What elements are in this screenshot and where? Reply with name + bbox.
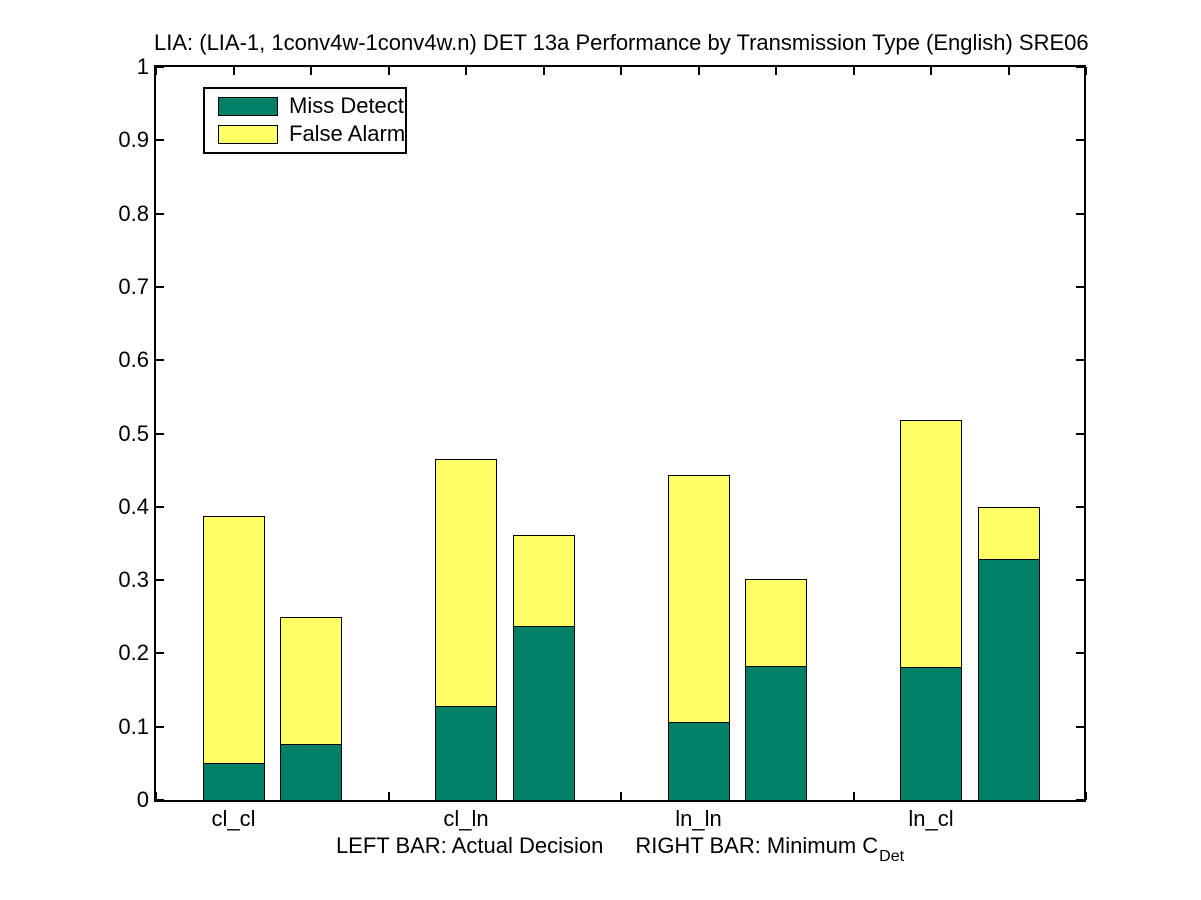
bar-ln_ln-actual-false-alarm-segment — [667, 474, 730, 722]
bar-cl_ln-actual-false-alarm-segment — [435, 459, 497, 707]
y-tick — [156, 66, 164, 68]
y-tick — [156, 725, 164, 728]
bar-cl_cl-minimum-false-alarm-segment — [280, 616, 342, 744]
x-tick — [387, 67, 390, 75]
x-tick — [620, 792, 622, 800]
x-tick — [1007, 67, 1010, 75]
x-tick — [930, 67, 932, 75]
y-tick — [1076, 799, 1084, 801]
x-tick — [465, 67, 467, 75]
y-tick — [1076, 212, 1084, 215]
y-tick-label: 0.4 — [118, 493, 149, 519]
bar-cl_cl-minimum-miss-detect-segment — [280, 743, 342, 802]
x-tick — [387, 792, 390, 800]
legend: Miss Detect False Alarm — [203, 87, 407, 154]
y-tick — [156, 212, 164, 215]
y-tick — [1076, 66, 1084, 68]
bar-cl_ln-actual-miss-detect-segment — [435, 706, 497, 802]
x-axis-label-right: RIGHT BAR: Minimum CDet — [635, 833, 905, 865]
axis-left-line — [154, 65, 156, 802]
legend-item: Miss Detect — [218, 94, 404, 119]
chart-title: LIA: (LIA-1, 1conv4w-1conv4w.n) DET 13a … — [154, 30, 1089, 55]
x-tick — [155, 67, 157, 75]
y-tick-label: 0.5 — [118, 420, 149, 446]
x-axis-label: LEFT BAR: Actual Decision RIGHT BAR: Min… — [154, 833, 1086, 865]
y-tick-label: 0.8 — [118, 200, 149, 226]
bar-cl_ln-minimum-miss-detect-segment — [512, 626, 575, 802]
bar-ln_ln-minimum-false-alarm-segment — [745, 579, 807, 666]
y-tick-label: 0 — [136, 787, 149, 812]
x-tick — [852, 792, 855, 800]
bar-ln_ln-minimum-miss-detect-segment — [745, 665, 807, 802]
x-tick-label: ln_ln — [675, 806, 722, 831]
y-tick-label: 0.2 — [118, 640, 149, 666]
y-tick — [156, 359, 164, 362]
y-tick — [156, 139, 164, 142]
y-tick — [156, 652, 164, 655]
x-tick — [697, 67, 700, 75]
y-tick-label: 0.6 — [118, 347, 149, 373]
y-tick — [1076, 285, 1084, 288]
axis-top-line — [154, 65, 1086, 67]
y-tick — [1076, 505, 1084, 508]
y-tick — [1076, 579, 1084, 582]
y-tick — [156, 432, 164, 435]
x-tick — [542, 67, 545, 75]
x-tick — [155, 792, 157, 800]
y-tick — [156, 799, 164, 801]
x-axis-label-left: LEFT BAR: Actual Decision — [335, 833, 604, 858]
y-tick-label: 0.7 — [118, 273, 149, 299]
bar-ln_cl-minimum-false-alarm-segment — [977, 506, 1040, 559]
y-tick — [156, 505, 164, 508]
legend-swatch-miss-detect — [218, 97, 278, 116]
bar-cl_ln-minimum-false-alarm-segment — [512, 535, 575, 627]
bar-ln_ln-actual-miss-detect-segment — [667, 721, 730, 802]
y-tick — [156, 579, 164, 582]
x-tick — [852, 67, 855, 75]
legend-item: False Alarm — [218, 122, 405, 147]
axis-right-line — [1084, 65, 1086, 802]
bar-ln_cl-actual-miss-detect-segment — [900, 666, 962, 802]
legend-label: Miss Detect — [289, 93, 404, 118]
x-tick — [232, 67, 235, 75]
bar-cl_cl-actual-false-alarm-segment — [202, 515, 265, 763]
y-tick-label: 0.9 — [118, 127, 149, 153]
y-tick-label: 0.3 — [118, 567, 149, 593]
x-tick — [310, 67, 312, 75]
bar-ln_cl-minimum-miss-detect-segment — [977, 558, 1040, 802]
x-tick-label: ln_cl — [908, 806, 954, 831]
y-tick — [1076, 139, 1084, 142]
x-tick — [1085, 792, 1087, 800]
y-tick — [1076, 652, 1084, 655]
x-tick — [775, 67, 777, 75]
bar-cl_cl-actual-miss-detect-segment — [202, 762, 265, 802]
y-tick — [1076, 725, 1084, 728]
y-tick — [1076, 359, 1084, 362]
x-tick-label: cl_ln — [443, 806, 489, 831]
bar-ln_cl-actual-false-alarm-segment — [900, 419, 962, 667]
x-tick-label: cl_cl — [211, 806, 256, 831]
x-tick — [1085, 67, 1087, 75]
legend-label: False Alarm — [289, 121, 406, 146]
axis-bottom-line — [154, 800, 1086, 802]
y-tick-label: 0.1 — [118, 713, 149, 739]
y-tick — [156, 285, 164, 288]
y-tick — [1076, 432, 1084, 435]
y-tick-label: 1 — [136, 54, 149, 79]
plot-area — [154, 65, 1087, 802]
x-tick — [620, 67, 622, 75]
legend-swatch-false-alarm — [218, 125, 278, 144]
x-axis-label-subscript: Det — [879, 848, 905, 865]
